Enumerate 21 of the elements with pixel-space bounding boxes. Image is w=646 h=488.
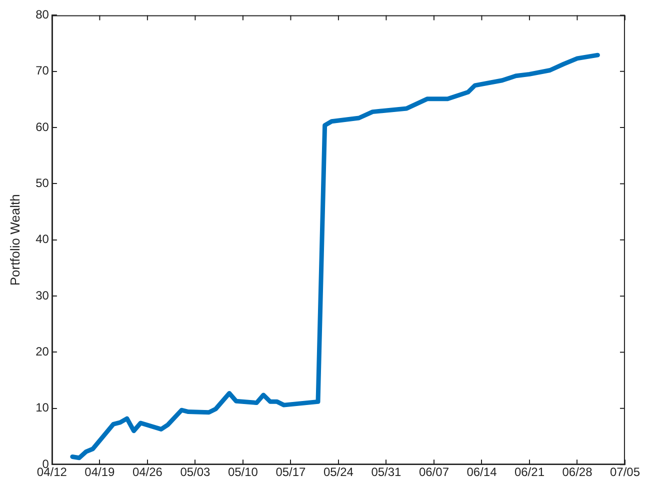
y-tick-label: 20	[36, 344, 50, 359]
x-tick-label: 06/28	[562, 465, 593, 480]
x-tick-label: 06/14	[466, 465, 498, 480]
x-tick-label: 05/24	[323, 465, 354, 480]
x-tick-label: 05/31	[371, 465, 402, 480]
y-tick-label: 40	[36, 232, 50, 246]
y-tick-label: 10	[36, 400, 50, 415]
y-axis-title: Portfolio Wealth	[7, 194, 22, 286]
x-tick-label: 06/07	[418, 465, 450, 480]
y-tick-label: 50	[36, 176, 50, 190]
x-tick-label: 04/26	[132, 465, 163, 480]
x-tick-label: 05/17	[276, 465, 306, 480]
y-tick-label: 30	[36, 288, 50, 302]
y-tick-label: 60	[36, 120, 50, 134]
x-tick-label: 07/05	[610, 465, 640, 480]
y-tick-label: 80	[36, 8, 50, 22]
x-tick-label: 05/10	[228, 465, 258, 480]
x-tick-label: 05/03	[180, 465, 211, 480]
y-tick-label: 70	[36, 64, 50, 78]
x-tick-label: 04/19	[84, 465, 116, 480]
x-tick-label: 06/21	[514, 465, 545, 480]
